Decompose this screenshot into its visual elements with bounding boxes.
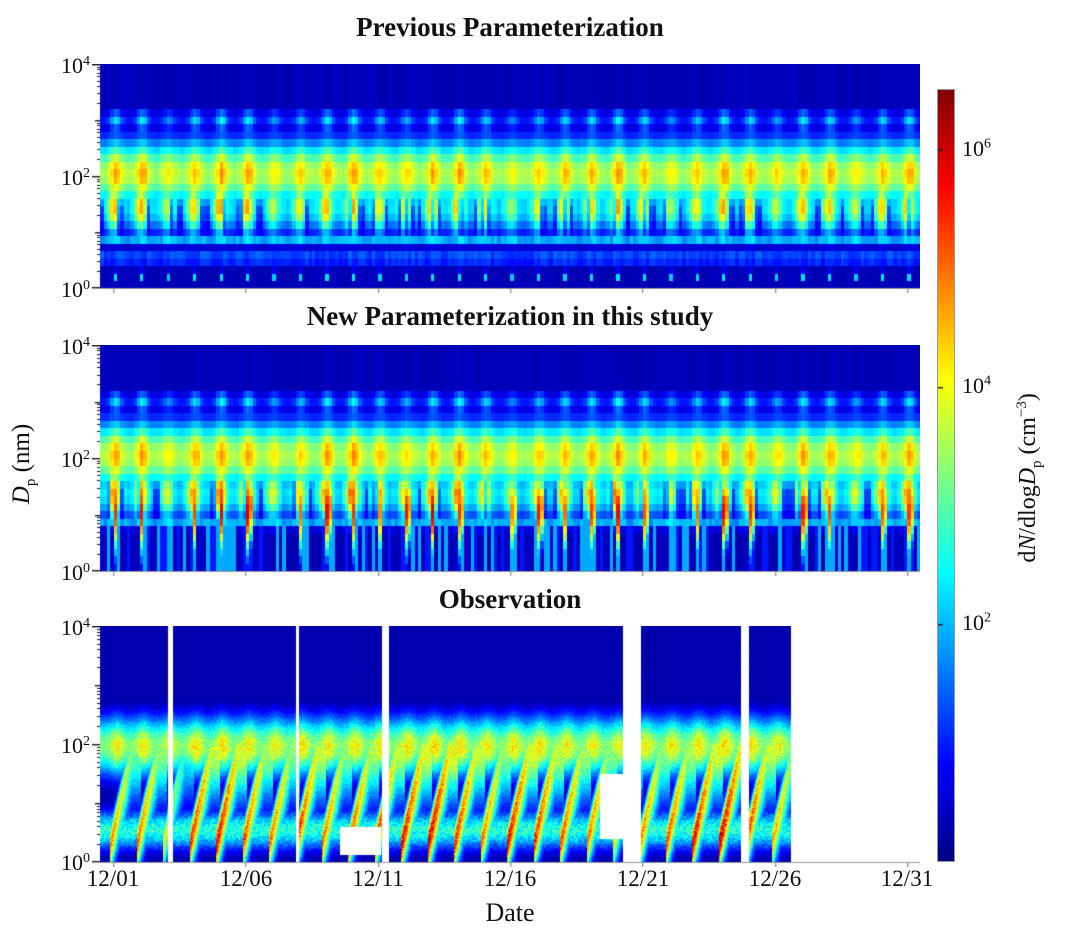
cb-label-part: (cm (1015, 417, 1042, 461)
cb-tick-base: 10 (962, 373, 984, 398)
y-tick-exp: 2 (83, 447, 90, 463)
panel3-title: Observation (438, 584, 582, 614)
cb-tick-exp: 6 (984, 136, 991, 152)
y-tick-base: 10 (61, 850, 83, 876)
y-tick-exp: 2 (83, 733, 90, 749)
colorbar-tick-10e6: 106 (962, 136, 991, 162)
cb-tick-base: 10 (962, 610, 984, 635)
cb-label-part: d (1015, 550, 1042, 563)
y-tick-exp: 4 (83, 615, 90, 631)
y-tick-base: 10 (61, 277, 83, 303)
x-tick-1206: 12/06 (219, 866, 273, 891)
cb-label-part: p (1028, 460, 1045, 468)
y-tick-10e4: 104 (26, 613, 90, 639)
panel1-heatmap (92, 64, 920, 293)
y-tick-base: 10 (61, 334, 83, 360)
y-tick-exp: 2 (83, 165, 90, 181)
cb-label-part: N (1015, 534, 1042, 551)
y-tick-base: 10 (61, 560, 83, 586)
x-tick-1231: 12/31 (880, 866, 934, 891)
y-tick-exp: 0 (83, 850, 90, 866)
colorbar (937, 89, 955, 862)
cb-tick-exp: 2 (984, 610, 991, 626)
colorbar-tick-10e2: 102 (962, 610, 991, 636)
y-tick-exp: 0 (83, 560, 90, 576)
panel3-heatmap (92, 626, 920, 867)
y-tick-10e2: 102 (26, 445, 90, 471)
colorbar-label: dN/dlogDp (cm−3) (1014, 278, 1046, 678)
x-tick-1201: 12/01 (86, 866, 140, 891)
cb-label-part: D (1015, 467, 1042, 486)
y-label-symbol: D (8, 486, 35, 505)
x-tick-1211: 12/11 (352, 866, 404, 891)
y-tick-10e0: 100 (26, 848, 90, 874)
y-tick-10e4: 104 (26, 332, 90, 358)
y-tick-10e4: 104 (26, 51, 90, 77)
y-tick-base: 10 (61, 733, 83, 759)
x-axis-label: Date (485, 898, 535, 927)
x-tick-1226: 12/26 (748, 866, 802, 891)
y-tick-exp: 4 (83, 53, 90, 69)
y-tick-10e2: 102 (26, 731, 90, 757)
cb-label-part: ) (1015, 393, 1042, 402)
panel2-heatmap (92, 345, 920, 576)
y-tick-base: 10 (61, 165, 83, 191)
y-tick-base: 10 (61, 447, 83, 473)
y-tick-exp: 0 (83, 277, 90, 293)
y-tick-exp: 4 (83, 334, 90, 350)
cb-label-part: −3 (1014, 401, 1031, 418)
colorbar-tick-10e4: 104 (962, 373, 991, 399)
cb-tick-exp: 4 (984, 373, 991, 389)
y-tick-10e0: 100 (26, 275, 90, 301)
cb-tick-base: 10 (962, 136, 984, 161)
x-tick-1221: 12/21 (616, 866, 670, 891)
panel1-title: Previous Parameterization (356, 12, 664, 42)
y-label-units: (nm) (8, 423, 35, 479)
cb-label-part: /dlog (1015, 485, 1042, 535)
y-label-sub: p (23, 478, 39, 487)
y-axis-label: Dp (nm) (8, 354, 40, 574)
x-tick-1216: 12/16 (483, 866, 537, 891)
y-tick-10e2: 102 (26, 163, 90, 189)
y-tick-10e0: 100 (26, 558, 90, 584)
y-tick-base: 10 (61, 53, 83, 79)
panel2-title: New Parameterization in this study (306, 301, 714, 331)
y-tick-base: 10 (61, 615, 83, 641)
